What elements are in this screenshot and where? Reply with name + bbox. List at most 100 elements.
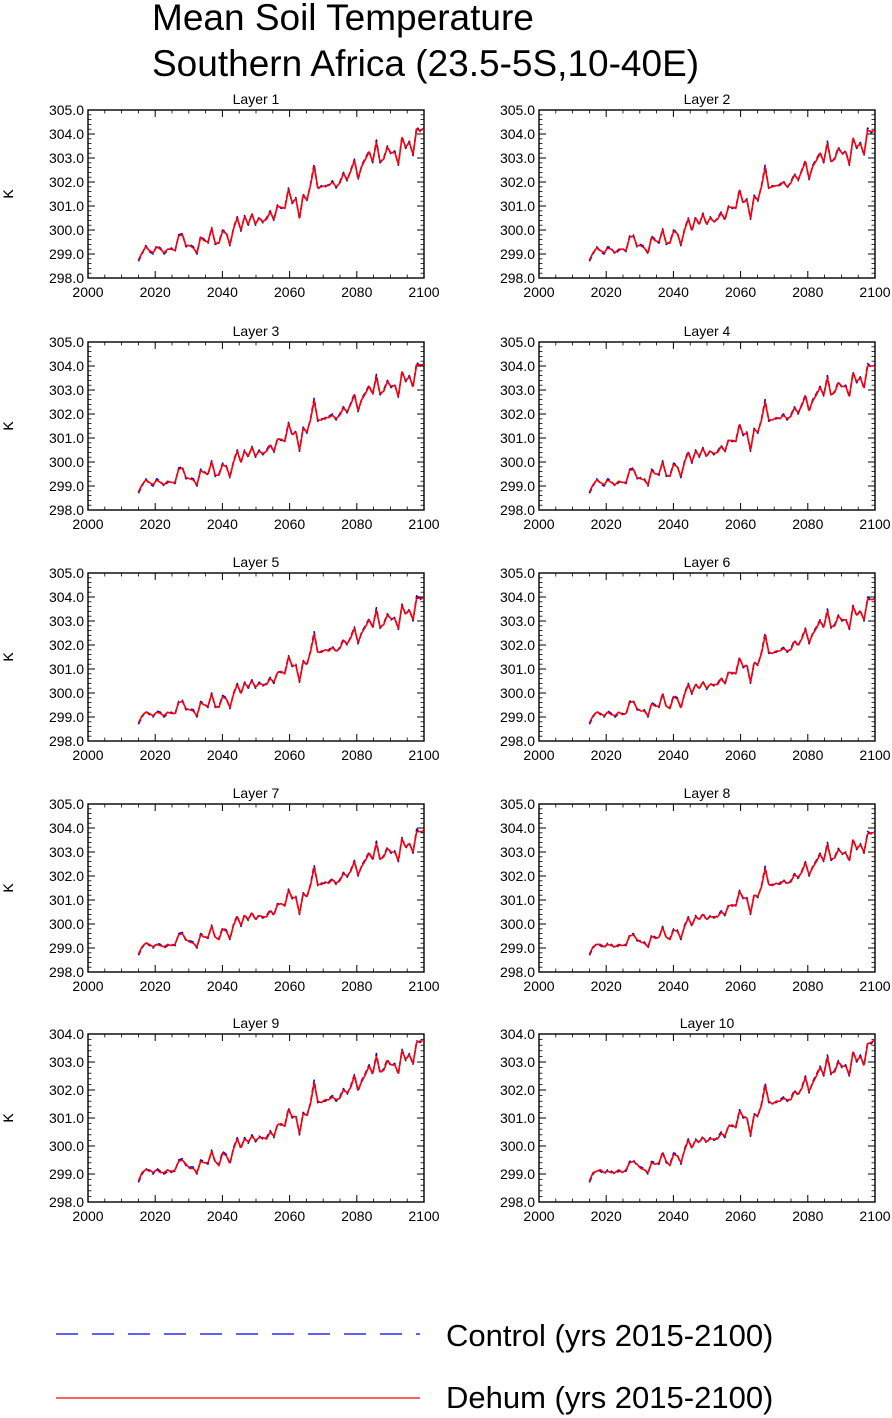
y-tick-label: 300.0 [500, 454, 535, 470]
y-tick-label: 300.0 [500, 1138, 535, 1154]
y-tick-label: 298.0 [49, 502, 84, 518]
x-tick-label: 2080 [792, 978, 823, 994]
x-tick-label: 2080 [792, 747, 823, 763]
series-line-dehum [588, 129, 876, 261]
x-tick-label: 2060 [725, 747, 756, 763]
x-tick-label: 2060 [725, 1208, 756, 1224]
y-tick-label: 298.0 [49, 270, 84, 286]
y-tick-label: 304.0 [49, 820, 84, 836]
x-tick-label: 2000 [72, 978, 103, 994]
y-tick-label: 299.0 [500, 709, 535, 725]
y-axis-label: K [0, 652, 16, 662]
y-tick-label: 302.0 [500, 868, 535, 884]
x-tick-label: 2040 [658, 284, 689, 300]
y-axis-label: K [0, 189, 16, 199]
y-tick-label: 304.0 [49, 589, 84, 605]
x-tick-label: 2020 [591, 284, 622, 300]
x-tick-label: 2060 [725, 978, 756, 994]
legend-control-label: Control (yrs 2015-2100) [446, 1318, 773, 1353]
y-tick-label: 299.0 [49, 940, 84, 956]
figure-title-line2: Southern Africa (23.5-5S,10-40E) [152, 43, 699, 84]
x-tick-label: 2020 [591, 747, 622, 763]
x-tick-label: 2000 [523, 1208, 554, 1224]
plot-frame [538, 109, 876, 279]
y-tick-label: 304.0 [500, 820, 535, 836]
y-tick-label: 304.0 [500, 1026, 535, 1042]
series-line-control [588, 362, 876, 494]
y-tick-label: 301.0 [500, 1110, 535, 1126]
x-tick-label: 2100 [859, 1208, 890, 1224]
panels-group: Layer 1 K 2000 2020 2040 2060 2080 2100 298.0 299… [0, 91, 891, 1224]
x-tick-label: 2020 [591, 516, 622, 532]
x-tick-label: 2100 [408, 978, 439, 994]
y-tick-label: 298.0 [49, 1194, 84, 1210]
panel-title: Layer 8 [684, 785, 731, 801]
panel-layer-4: Layer 4 K 2000 2020 2040 2060 2080 2100 298.0 299… [0, 323, 891, 532]
panel-layer-6: Layer 6 K 2000 2020 2040 2060 2080 2100 298.0 299… [0, 554, 891, 763]
x-tick-label: 2040 [658, 516, 689, 532]
y-tick-label: 299.0 [500, 246, 535, 262]
plot-frame [538, 1033, 876, 1203]
y-axis-label: K [0, 883, 16, 893]
x-tick-label: 2020 [140, 978, 171, 994]
panel-layer-7: Layer 7 K 2000 2020 2040 2060 2080 2100 298.0 299… [0, 785, 440, 994]
series-line-dehum [137, 128, 425, 261]
y-tick-label: 301.0 [49, 892, 84, 908]
x-tick-label: 2040 [658, 747, 689, 763]
x-tick-label: 2000 [72, 284, 103, 300]
x-tick-label: 2020 [140, 1208, 171, 1224]
y-tick-label: 305.0 [49, 334, 84, 350]
plot-frame [87, 1033, 425, 1203]
y-tick-label: 300.0 [49, 222, 84, 238]
x-tick-label: 2000 [72, 747, 103, 763]
plot-frame [87, 803, 425, 973]
y-tick-label: 301.0 [49, 198, 84, 214]
y-tick-label: 303.0 [49, 613, 84, 629]
y-tick-label: 300.0 [49, 1138, 84, 1154]
x-tick-label: 2080 [341, 1208, 372, 1224]
y-tick-label: 298.0 [500, 733, 535, 749]
y-tick-label: 301.0 [49, 661, 84, 677]
x-tick-label: 2080 [792, 284, 823, 300]
x-tick-label: 2080 [792, 1208, 823, 1224]
x-tick-label: 2000 [523, 747, 554, 763]
x-tick-label: 2100 [859, 516, 890, 532]
y-tick-label: 302.0 [500, 174, 535, 190]
plot-frame [87, 341, 425, 511]
plot-frame [87, 109, 425, 279]
x-tick-label: 2080 [341, 284, 372, 300]
y-tick-label: 300.0 [500, 222, 535, 238]
x-tick-label: 2100 [859, 284, 890, 300]
x-tick-label: 2000 [523, 516, 554, 532]
y-tick-label: 298.0 [49, 964, 84, 980]
figure-title-line1: Mean Soil Temperature [152, 0, 534, 38]
x-tick-label: 2000 [72, 1208, 103, 1224]
series-line-dehum [588, 365, 875, 493]
y-axis-label: K [0, 421, 16, 431]
x-tick-label: 2040 [658, 1208, 689, 1224]
y-tick-label: 301.0 [500, 198, 535, 214]
series-line-dehum [137, 363, 424, 493]
y-tick-label: 302.0 [49, 1082, 84, 1098]
y-tick-label: 300.0 [500, 916, 535, 932]
x-tick-label: 2040 [207, 1208, 238, 1224]
panel-title: Layer 10 [680, 1015, 735, 1031]
y-tick-label: 298.0 [500, 1194, 535, 1210]
x-tick-label: 2020 [140, 747, 171, 763]
x-tick-label: 2020 [140, 516, 171, 532]
y-tick-label: 303.0 [500, 613, 535, 629]
plot-frame [538, 341, 876, 511]
x-tick-label: 2100 [408, 516, 439, 532]
x-tick-label: 2000 [72, 516, 103, 532]
series-line-control [588, 1037, 876, 1183]
x-tick-label: 2040 [207, 978, 238, 994]
x-tick-label: 2080 [341, 747, 372, 763]
panel-title: Layer 6 [684, 554, 731, 570]
x-tick-label: 2060 [274, 747, 305, 763]
x-tick-label: 2060 [725, 284, 756, 300]
panel-title: Layer 3 [233, 323, 280, 339]
series-line-dehum [588, 831, 875, 955]
x-tick-label: 2060 [274, 978, 305, 994]
y-tick-label: 302.0 [49, 406, 84, 422]
